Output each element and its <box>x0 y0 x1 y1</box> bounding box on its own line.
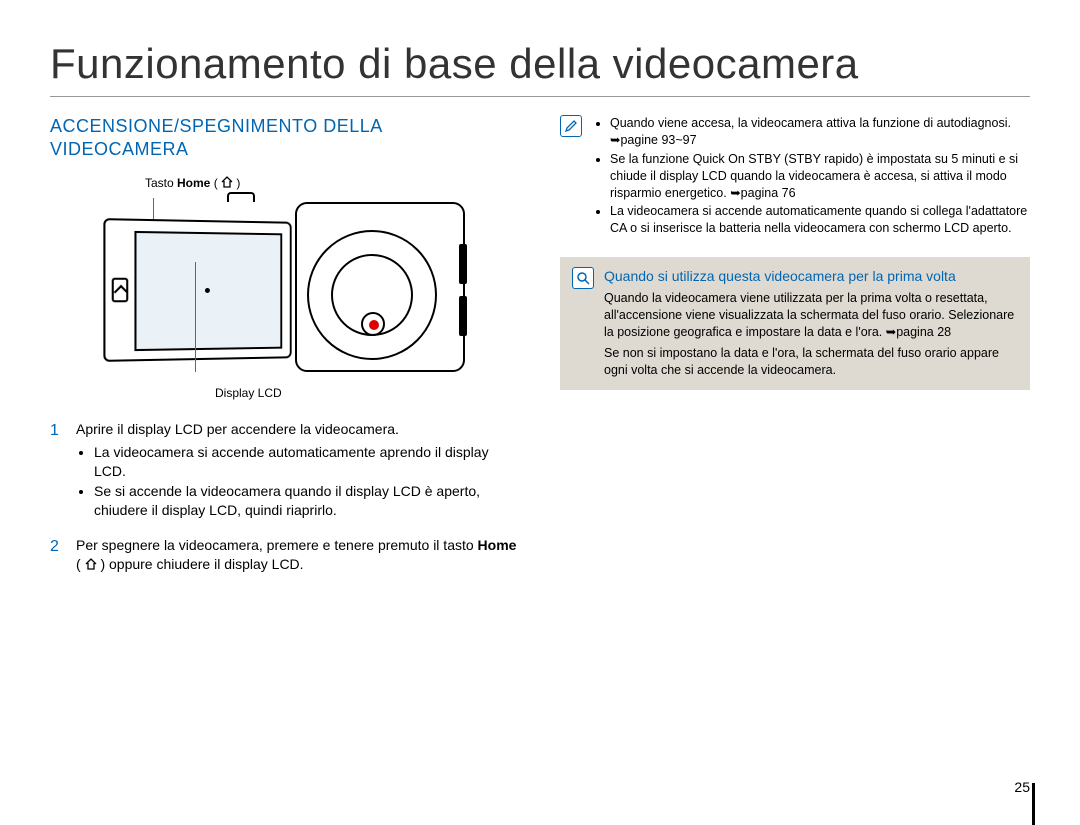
note-bullets: Quando viene accesa, la videocamera atti… <box>592 115 1030 239</box>
step-body: Aprire il display LCD per accendere la v… <box>76 420 520 522</box>
step-bullet: La videocamera si accende automaticament… <box>94 443 520 481</box>
step-item: 1 Aprire il display LCD per accendere la… <box>50 420 520 522</box>
note-bullet: La videocamera si accende automaticament… <box>610 203 1030 237</box>
note-icon <box>560 115 582 137</box>
step-bullet: Se si accende la videocamera quando il d… <box>94 482 520 520</box>
camera-side-control <box>459 296 467 336</box>
infobox-paragraph: Quando la videocamera viene utilizzata p… <box>604 290 1018 341</box>
page-title: Funzionamento di base della videocamera <box>50 40 1030 97</box>
magnifier-icon <box>572 267 594 289</box>
diagram-label-lcd: Display LCD <box>215 386 475 400</box>
first-use-infobox: Quando si utilizza questa videocamera pe… <box>560 257 1030 390</box>
callout-line <box>195 262 196 372</box>
step-text-bold: Home <box>478 537 517 553</box>
step-item: 2 Per spegnere la videocamera, premere e… <box>50 536 520 574</box>
steps-list: 1 Aprire il display LCD per accendere la… <box>50 420 520 574</box>
camera-strap-loop <box>227 192 255 202</box>
label-text: ) <box>233 176 240 190</box>
camera-illustration <box>95 192 475 382</box>
step-number: 2 <box>50 536 62 574</box>
right-column: Quando viene accesa, la videocamera atti… <box>560 115 1030 588</box>
step-number: 1 <box>50 420 62 522</box>
pencil-icon <box>564 119 578 133</box>
infobox-body: Quando si utilizza questa videocamera pe… <box>604 267 1018 378</box>
step-bullets: La videocamera si accende automaticament… <box>76 443 520 521</box>
home-icon <box>221 176 233 188</box>
step-text: ( <box>76 556 85 572</box>
home-button-on-frame <box>112 277 129 302</box>
label-text: ( <box>210 176 221 190</box>
step-text: Per spegnere la videocamera, premere e t… <box>76 537 478 553</box>
two-column-layout: ACCENSIONE/SPEGNIMENTO DELLA VIDEOCAMERA… <box>50 115 1030 588</box>
home-icon <box>85 558 97 570</box>
magnifier-icon-svg <box>576 271 590 285</box>
callout-dot <box>205 288 210 293</box>
manual-page: Funzionamento di base della videocamera … <box>0 0 1080 825</box>
step-text: ) oppure chiudere il display LCD. <box>97 556 304 572</box>
note-bullet: Se la funzione Quick On STBY (STBY rapid… <box>610 151 1030 202</box>
section-heading: ACCENSIONE/SPEGNIMENTO DELLA VIDEOCAMERA <box>50 115 520 162</box>
step-body: Per spegnere la videocamera, premere e t… <box>76 536 520 574</box>
infobox-paragraph: Se non si impostano la data e l'ora, la … <box>604 345 1018 379</box>
page-edge-mark <box>1032 783 1035 825</box>
note-block: Quando viene accesa, la videocamera atti… <box>560 115 1030 239</box>
label-bold: Home <box>177 176 210 190</box>
note-bullet: Quando viene accesa, la videocamera atti… <box>610 115 1030 149</box>
camera-side-control <box>459 244 467 284</box>
label-text: Tasto <box>145 176 177 190</box>
step-text: Aprire il display LCD per accendere la v… <box>76 421 399 437</box>
left-column: ACCENSIONE/SPEGNIMENTO DELLA VIDEOCAMERA… <box>50 115 520 588</box>
lcd-frame <box>103 218 291 362</box>
camera-diagram: Tasto Home ( ) <box>95 176 475 400</box>
diagram-label-home-button: Tasto Home ( ) <box>145 176 475 190</box>
infobox-title: Quando si utilizza questa videocamera pe… <box>604 267 1018 286</box>
page-number: 25 <box>1014 779 1030 795</box>
record-button-icon <box>361 312 385 336</box>
camera-body <box>295 202 465 372</box>
